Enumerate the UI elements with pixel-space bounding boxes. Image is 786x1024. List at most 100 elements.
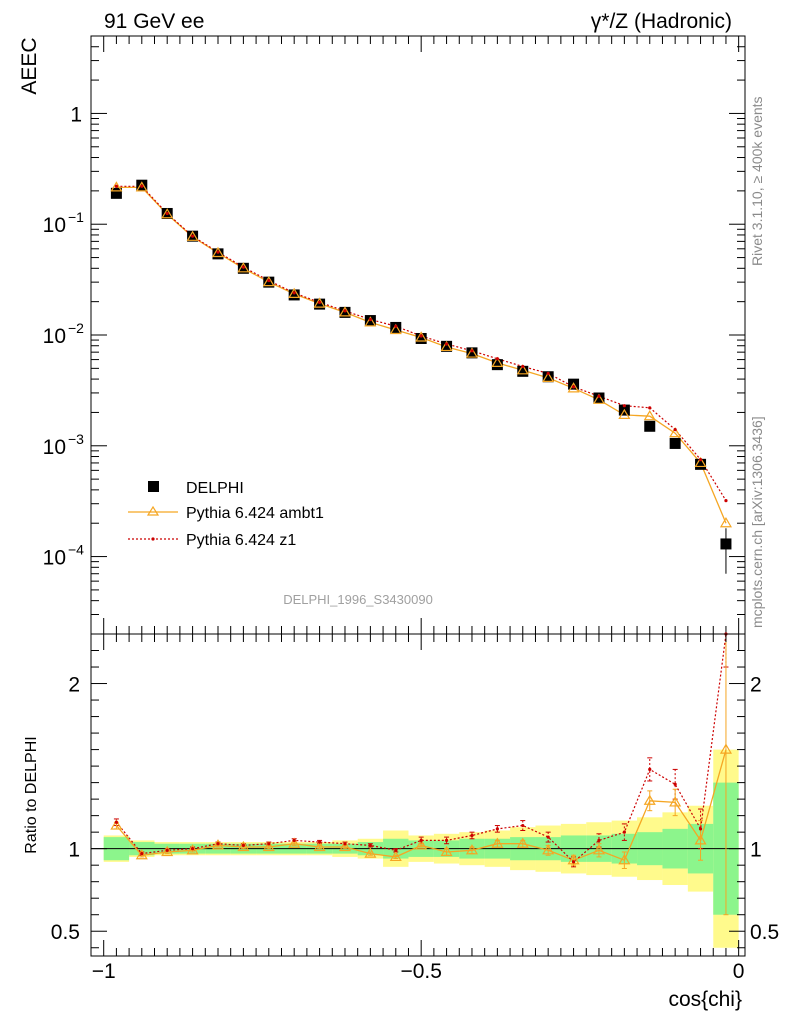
- z1-point: [495, 357, 499, 361]
- z1-point: [597, 394, 601, 398]
- main-y-axis-label: AEEC: [18, 37, 41, 94]
- ratio-ambt1-line: [115, 749, 727, 862]
- ratio-y-tick-label-right: 1: [750, 839, 762, 862]
- delphi-point: [441, 340, 453, 352]
- y-tick-label-exponent: −2: [68, 320, 84, 336]
- ratio-z1-point: [444, 838, 449, 843]
- ratio-z1-point: [571, 860, 576, 864]
- ambt1-point: [592, 393, 606, 404]
- ratio-plot-frame: [90, 633, 746, 957]
- ambt1-point: [364, 316, 377, 327]
- ratio-z1-point: [470, 833, 474, 838]
- z1-point: [470, 349, 474, 353]
- z1-point: [241, 265, 245, 269]
- ambt1-point: [338, 306, 352, 317]
- legend-z1-label: Pythia 6.424 z1: [186, 532, 296, 549]
- ratio-ambt1-point: [465, 844, 479, 855]
- ambt1-point: [567, 382, 580, 393]
- z1-point: [343, 309, 347, 313]
- delphi-point: [644, 420, 656, 432]
- ratio-ambt1-point: [135, 849, 148, 860]
- delphi-point: [542, 371, 554, 383]
- delphi-point: [517, 365, 529, 377]
- ratio-y-axis-label: Ratio to DELPHI: [23, 736, 40, 853]
- ratio-z1-point: [343, 842, 347, 846]
- x-axis-label: cos{chi}: [668, 988, 742, 1011]
- ambt1-point: [465, 347, 479, 358]
- ratio-ambt1-point: [211, 839, 225, 850]
- z1-point: [419, 334, 423, 338]
- ratio-z1-point: [673, 782, 677, 786]
- legend-ambt1-marker: [146, 505, 160, 516]
- y-tick-label: 1: [70, 103, 82, 126]
- ratio-ambt1-point: [669, 796, 682, 807]
- ratio-ambt1-point: [161, 845, 174, 857]
- ambt1-point: [643, 410, 656, 421]
- ratio-z1-point: [317, 840, 322, 844]
- z1-point: [267, 278, 271, 283]
- ratio-y-tick-label-left: 2: [68, 674, 80, 697]
- ratio-z1-point: [622, 830, 626, 834]
- ratio-z1-point: [698, 827, 703, 831]
- ratio-ambt1-point: [592, 844, 606, 855]
- header-left: 91 GeV ee: [104, 10, 204, 33]
- watermark: DELPHI_1996_S3430090: [283, 592, 433, 607]
- ratio-ambt1-point: [694, 834, 707, 845]
- ratio-z1-point: [546, 835, 550, 839]
- ratio-ambt1-point: [440, 845, 453, 857]
- header-right: γ*/Z (Hadronic): [591, 10, 732, 33]
- z1-point: [724, 499, 728, 503]
- ratio-ambt1-point: [491, 837, 504, 848]
- ambt1-point: [313, 297, 326, 308]
- legend: DELPHI Pythia 6.424 ambt1 Pythia 6.424 z…: [128, 480, 324, 549]
- ambt1-point: [542, 371, 555, 382]
- ambt1-point: [669, 426, 682, 438]
- z1-point: [292, 291, 296, 295]
- delphi-point: [695, 458, 707, 470]
- delphi-point: [669, 437, 681, 449]
- y-tick-label-exponent: −3: [68, 431, 84, 447]
- ratio-y-tick-label-left: 1: [68, 839, 80, 862]
- ambt1-point: [440, 340, 453, 352]
- ratio-z1-point: [190, 847, 195, 851]
- z1-point: [648, 406, 652, 410]
- ratio-ambt1-point: [643, 794, 656, 805]
- ambt1-point: [161, 208, 174, 219]
- ratio-panel: 0.5 0.5 1 1 2 2 −1 −0.5 0 Ratio to DELPHI cos{ch…: [23, 632, 779, 1011]
- ambt1-point: [694, 456, 707, 468]
- main-panel: 110−110−210−310−4 DELPHI_1996_S3430090 A…: [18, 35, 746, 635]
- delphi-point: [491, 359, 503, 371]
- ambt1-point: [262, 275, 275, 287]
- ambt1-line: [116, 186, 727, 524]
- ratio-z1-point: [165, 848, 169, 852]
- ratio-ambt1-point: [313, 840, 326, 852]
- z1-point: [368, 317, 372, 322]
- ratio-y-tick-label-right: 0.5: [750, 921, 779, 944]
- y-tick-label-base: 10: [43, 214, 66, 237]
- delphi-point: [415, 332, 427, 344]
- ratio-z1-point: [241, 843, 245, 847]
- ratio-z1-point: [140, 852, 144, 856]
- y-tick-label-exponent: −1: [68, 209, 84, 225]
- x-tick-label: −1: [92, 960, 116, 983]
- ratio-z1-point: [394, 848, 398, 852]
- z1-point: [216, 250, 220, 254]
- z1-point: [394, 324, 398, 328]
- ambt1-point: [288, 287, 301, 298]
- legend-delphi-label: DELPHI: [186, 480, 244, 497]
- ratio-z1-point: [292, 838, 296, 843]
- ambt1-point: [211, 246, 225, 258]
- ratio-ambt1-point: [288, 837, 301, 848]
- y-tick-label-base: 1: [70, 103, 82, 126]
- z1-point: [622, 404, 626, 408]
- ratio-ambt1-point: [364, 847, 377, 858]
- ambt1-point: [237, 262, 250, 273]
- main-y-ticks: 110−110−210−310−4: [43, 35, 745, 635]
- ambt1-point: [415, 331, 428, 342]
- delphi-point: [212, 248, 224, 260]
- delphi-point: [314, 298, 326, 310]
- ratio-z1-point: [216, 842, 220, 846]
- ratio-ambt1-point: [186, 844, 199, 855]
- delphi-point: [593, 392, 605, 404]
- ambt1-point: [719, 517, 733, 528]
